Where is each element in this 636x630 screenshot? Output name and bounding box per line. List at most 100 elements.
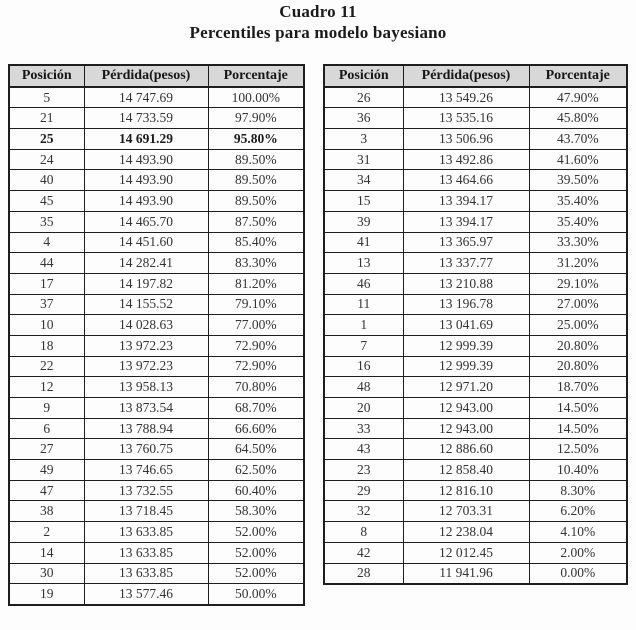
loss-cell: 14 691.29 — [83, 128, 209, 150]
table-subtitle: Percentiles para modelo bayesiano — [189, 23, 447, 42]
position-cell: 9 — [8, 397, 85, 419]
loss-cell: 14 465.70 — [83, 210, 209, 233]
loss-cell: 14 493.90 — [83, 169, 209, 192]
position-cell: 12 — [8, 376, 85, 398]
position-cell: 20 — [323, 397, 404, 419]
position-cell: 3 — [323, 128, 404, 150]
position-cell: 14 — [8, 541, 85, 564]
percentage-cell: 27.00% — [528, 293, 628, 316]
loss-cell: 12 943.00 — [402, 417, 530, 440]
loss-cell: 13 041.69 — [402, 314, 530, 336]
position-cell: 22 — [8, 355, 85, 378]
table-row: 48 12 971.20 18.70% — [323, 376, 628, 398]
percentage-cell: 87.50% — [207, 210, 305, 233]
position-cell: 49 — [8, 459, 85, 481]
loss-cell: 13 788.94 — [83, 417, 209, 440]
percentage-cell: 14.50% — [528, 397, 628, 419]
loss-cell: 12 238.04 — [402, 521, 530, 543]
table-row: 45 14 493.90 89.50% — [8, 190, 305, 212]
percentage-cell: 29.10% — [528, 272, 628, 295]
table-row: 22 13 972.23 72.90% — [8, 355, 305, 378]
column-header: Pérdida(pesos) — [83, 64, 209, 88]
percentage-cell: 33.30% — [528, 231, 628, 254]
position-cell: 4 — [8, 231, 85, 254]
column-header: Porcentaje — [528, 64, 628, 88]
table-row: 25 14 691.29 95.80% — [8, 128, 305, 150]
table-row: 13 13 337.77 31.20% — [323, 252, 628, 274]
loss-cell: 13 718.45 — [83, 500, 209, 523]
loss-cell: 12 858.40 — [402, 459, 530, 481]
loss-cell: 12 816.10 — [402, 479, 530, 502]
table-row: 36 13 535.16 45.80% — [323, 107, 628, 130]
position-cell: 47 — [8, 479, 85, 502]
position-cell: 34 — [323, 169, 404, 192]
percentage-cell: 58.30% — [207, 500, 305, 523]
loss-cell: 13 760.75 — [83, 438, 209, 461]
table-row: 24 14 493.90 89.50% — [8, 148, 305, 171]
loss-cell: 13 464.66 — [402, 169, 530, 192]
position-cell: 32 — [323, 500, 404, 523]
position-cell: 41 — [323, 231, 404, 254]
table-row: 34 13 464.66 39.50% — [323, 169, 628, 192]
percentage-cell: 52.00% — [207, 521, 305, 543]
header-row: Posición Pérdida(pesos) Porcentaje — [323, 64, 628, 88]
loss-cell: 14 733.59 — [83, 107, 209, 130]
loss-cell: 12 703.31 — [402, 500, 530, 523]
table-row: 42 12 012.45 2.00% — [323, 541, 628, 564]
table-row: 44 14 282.41 83.30% — [8, 252, 305, 274]
table-row: 33 12 943.00 14.50% — [323, 417, 628, 440]
loss-cell: 12 943.00 — [402, 397, 530, 419]
percentage-cell: 50.00% — [207, 583, 305, 606]
loss-cell: 12 886.60 — [402, 438, 530, 461]
table-row: 31 13 492.86 41.60% — [323, 148, 628, 171]
loss-cell: 14 451.60 — [83, 231, 209, 254]
percentage-cell: 6.20% — [528, 500, 628, 523]
loss-cell: 14 028.63 — [83, 314, 209, 336]
table-row: 15 13 394.17 35.40% — [323, 190, 628, 212]
position-cell: 35 — [8, 210, 85, 233]
column-header: Posición — [323, 64, 404, 88]
percentage-cell: 20.80% — [528, 355, 628, 378]
percentage-cell: 64.50% — [207, 438, 305, 461]
table-row: 5 14 747.69 100.00% — [8, 86, 305, 109]
position-cell: 1 — [323, 314, 404, 336]
percentage-cell: 0.00% — [528, 562, 628, 585]
percentage-cell: 12.50% — [528, 438, 628, 461]
loss-cell: 13 210.88 — [402, 272, 530, 295]
position-cell: 39 — [323, 210, 404, 233]
table-row: 9 13 873.54 68.70% — [8, 397, 305, 419]
column-header: Porcentaje — [207, 64, 305, 88]
position-cell: 46 — [323, 272, 404, 295]
percentage-cell: 81.20% — [207, 272, 305, 295]
loss-cell: 13 492.86 — [402, 148, 530, 171]
percentage-cell: 35.40% — [528, 210, 628, 233]
position-cell: 7 — [323, 334, 404, 357]
percentiles-table-right: Posición Pérdida(pesos) Porcentaje 26 13 549… — [323, 64, 628, 586]
position-cell: 36 — [323, 107, 404, 130]
table-row: 23 12 858.40 10.40% — [323, 459, 628, 481]
percentage-cell: 66.60% — [207, 417, 305, 440]
table-row: 10 14 028.63 77.00% — [8, 314, 305, 336]
loss-cell: 14 493.90 — [83, 148, 209, 171]
table-row: 39 13 394.17 35.40% — [323, 210, 628, 233]
position-cell: 10 — [8, 314, 85, 336]
percentage-cell: 62.50% — [207, 459, 305, 481]
percentage-cell: 45.80% — [528, 107, 628, 130]
position-cell: 44 — [8, 252, 85, 274]
table-row: 40 14 493.90 89.50% — [8, 169, 305, 192]
position-cell: 45 — [8, 190, 85, 212]
position-cell: 33 — [323, 417, 404, 440]
table-row: 20 12 943.00 14.50% — [323, 397, 628, 419]
position-cell: 26 — [323, 86, 404, 109]
percentage-cell: 85.40% — [207, 231, 305, 254]
position-cell: 13 — [323, 252, 404, 274]
loss-cell: 13 337.77 — [402, 252, 530, 274]
loss-cell: 13 506.96 — [402, 128, 530, 150]
table-row: 35 14 465.70 87.50% — [8, 210, 305, 233]
position-cell: 42 — [323, 541, 404, 564]
percentage-cell: 60.40% — [207, 479, 305, 502]
position-cell: 24 — [8, 148, 85, 171]
position-cell: 38 — [8, 500, 85, 523]
table-row: 46 13 210.88 29.10% — [323, 272, 628, 295]
